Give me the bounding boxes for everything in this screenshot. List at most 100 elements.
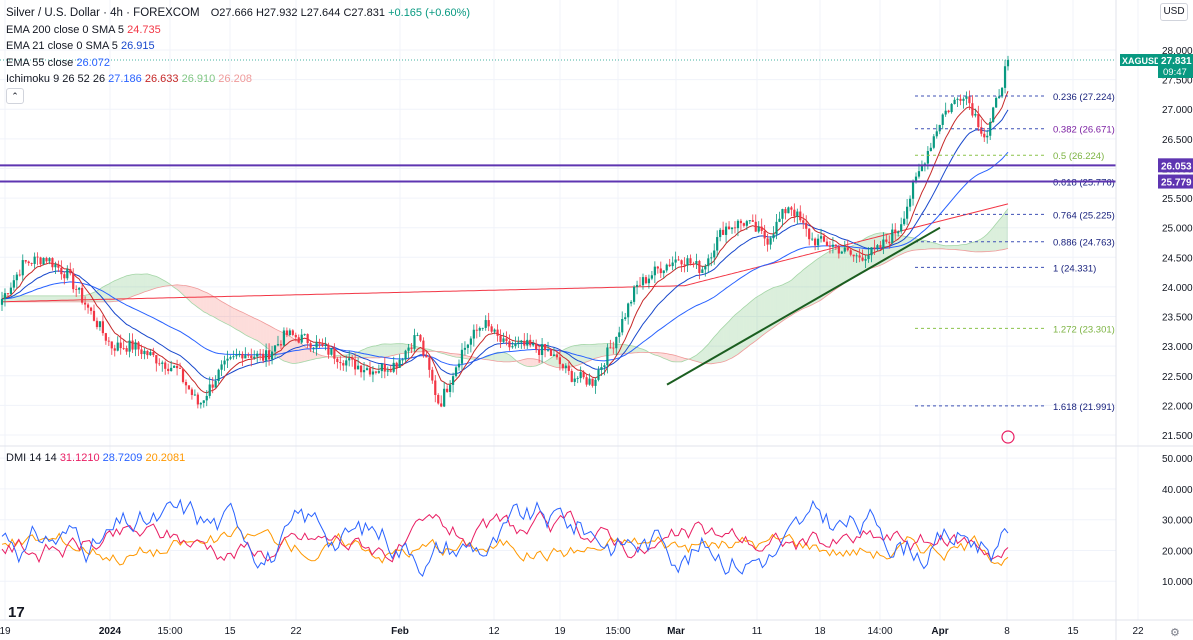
symbol-title[interactable]: Silver / U.S. Dollar · 4h · FOREXCOM: [6, 7, 200, 19]
fib-level-label: 0.236 (27.224): [1053, 92, 1115, 103]
tradingview-logo[interactable]: 17: [8, 604, 25, 621]
candle-body: [911, 182, 915, 199]
cloud-segment: [230, 306, 234, 328]
candle-body: [701, 269, 704, 273]
candle-body: [944, 110, 947, 115]
cloud-segment: [835, 248, 839, 290]
change-value: +0.165 (+0.60%): [388, 7, 471, 19]
candle-body: [730, 227, 734, 230]
cloud-segment: [111, 280, 115, 302]
cloud-segment: [25, 295, 29, 302]
indicator-ema55[interactable]: EMA 55 close 26.072: [6, 55, 470, 72]
cloud-segment: [185, 285, 189, 301]
candle-body: [787, 207, 790, 214]
currency-selector[interactable]: USD: [1160, 3, 1188, 21]
candle-body: [653, 266, 656, 276]
candle-body: [466, 344, 470, 348]
cloud-segment: [76, 295, 80, 302]
cloud-segment: [260, 320, 264, 345]
leading-span-a: [2, 208, 1009, 368]
candle-body: [273, 345, 277, 352]
price-tick: 22.000: [1162, 401, 1193, 412]
cloud-segment: [251, 316, 255, 340]
candle-body: [122, 348, 125, 349]
cloud-segment: [592, 344, 596, 360]
cloud-segment: [70, 295, 74, 302]
ichimoku-cloud: [2, 208, 1009, 369]
indicator-ema200[interactable]: EMA 200 close 0 SMA 5 24.735: [6, 22, 470, 39]
candle-body: [101, 321, 104, 334]
indicator-ichimoku[interactable]: Ichimoku 9 26 52 26 27.186 26.633 26.910…: [6, 71, 470, 88]
collapse-legend-button[interactable]: ⌃: [6, 88, 24, 104]
candle-body: [543, 344, 547, 351]
cloud-segment: [717, 330, 721, 363]
candle-body: [235, 355, 238, 357]
cloud-segment: [245, 313, 249, 337]
candle-body: [208, 384, 211, 396]
low-value: L27.644: [300, 7, 341, 19]
candle-body: [855, 255, 858, 257]
candle-body: [686, 258, 689, 266]
settings-gear-icon[interactable]: ⚙: [1170, 627, 1180, 639]
cloud-segment: [924, 240, 928, 250]
cloud-segment: [764, 290, 768, 334]
candle-body: [428, 357, 431, 370]
trendline[interactable]: [666, 226, 941, 386]
candle-body: [552, 354, 556, 356]
candle-body: [908, 198, 912, 207]
candle-body: [9, 287, 13, 295]
candle-body: [941, 114, 944, 125]
time-tick: 14:00: [867, 626, 892, 637]
candle-body: [635, 284, 639, 287]
cloud-segment: [159, 277, 163, 288]
candle-body: [739, 220, 743, 224]
candle-body: [983, 133, 986, 138]
time-tick: 2024: [99, 626, 122, 637]
indicator-ema21[interactable]: EMA 21 close 0 SMA 5 26.915: [6, 38, 470, 55]
cloud-segment: [197, 288, 201, 310]
cloud-segment: [224, 303, 228, 325]
candle-body: [175, 365, 179, 369]
plus-di-line: [1, 498, 1009, 578]
ohlc-values: O27.666 H27.932 L27.644 C27.831 +0.165 (…: [211, 7, 470, 19]
cloud-segment: [212, 295, 216, 318]
candle-body: [600, 367, 603, 370]
candle-body: [644, 277, 648, 284]
cloud-segment: [785, 281, 789, 319]
cloud-segment: [375, 344, 379, 358]
indicator-value: 26.072: [76, 56, 110, 69]
candle-body: [710, 257, 713, 259]
cloud-segment: [960, 244, 964, 251]
horizontal-line-label-bg: [1158, 174, 1193, 189]
candle-body: [650, 275, 653, 279]
candle-body: [891, 229, 894, 244]
cloud-segment: [951, 245, 955, 250]
candle-body: [585, 377, 588, 385]
cloud-segment: [28, 295, 32, 302]
candle-body: [184, 381, 188, 386]
cloud-segment: [521, 359, 525, 366]
candle-body: [947, 110, 950, 113]
dmi-legend[interactable]: DMI 14 14 31.1210 28.7209 20.2081: [6, 452, 185, 464]
candle-body: [282, 330, 286, 346]
candle-body: [888, 241, 891, 244]
candle-body: [843, 247, 846, 252]
time-tick: 22: [290, 626, 302, 637]
cloud-segment: [803, 267, 807, 309]
candle-body: [929, 147, 932, 152]
cloud-segment: [841, 247, 845, 285]
candle-body: [950, 104, 953, 113]
candle-body: [39, 257, 42, 265]
cloud-segment: [918, 239, 922, 250]
cloud-segment: [847, 246, 851, 281]
candle-body: [938, 124, 941, 132]
candle-body: [309, 343, 312, 348]
candle-body: [440, 403, 443, 407]
time-tick: 12: [488, 626, 500, 637]
candle-body: [564, 365, 567, 369]
candle-body: [89, 307, 93, 311]
candle-body: [128, 340, 131, 352]
cloud-segment: [248, 315, 252, 338]
cloud-segment: [850, 245, 854, 279]
